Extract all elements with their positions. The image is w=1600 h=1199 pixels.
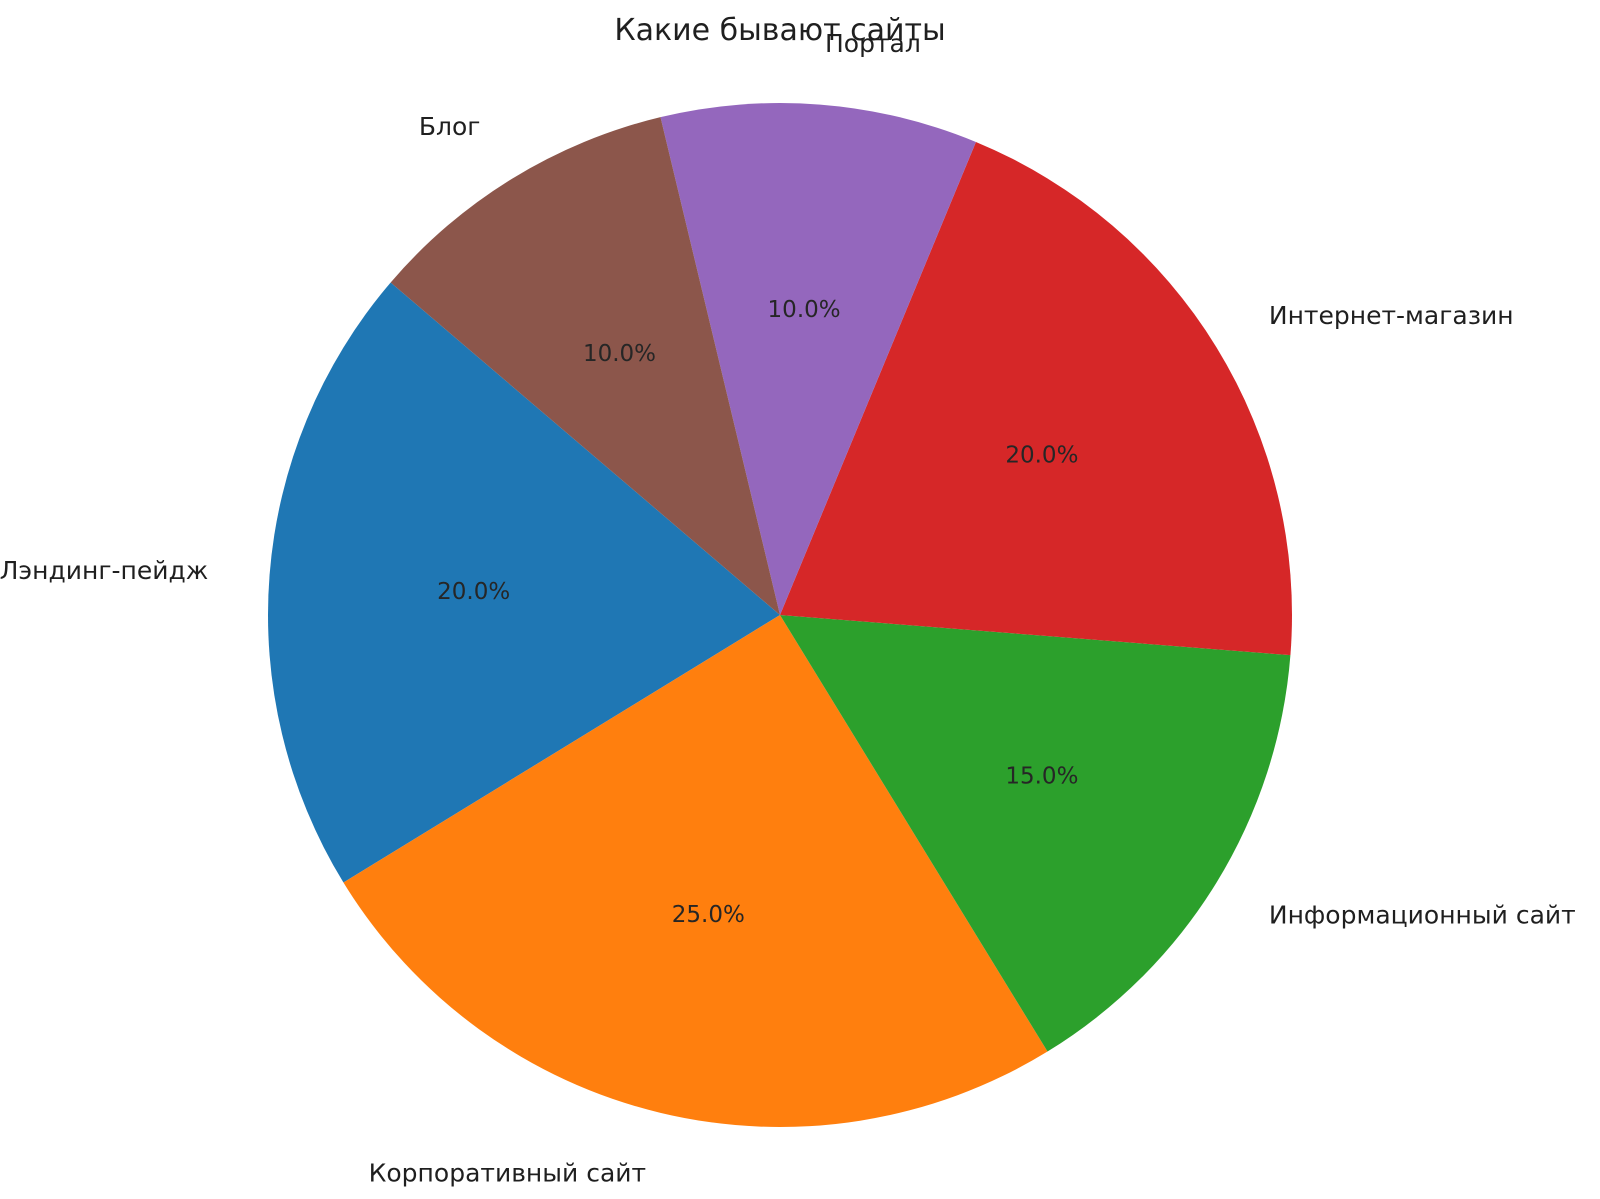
pie-slice-5 [390, 117, 780, 616]
slice-name-label-3: Интернет-магазин [1269, 301, 1514, 330]
pie-slice-0 [267, 282, 780, 883]
slice-percent-label-1: 25.0% [672, 902, 745, 928]
chart-title: Какие бывают сайты [614, 13, 945, 48]
slice-name-label-1: Корпоративный сайт [369, 1158, 646, 1187]
pie-slices-group: 20.0% Лэндинг-пейдж 25.0% Корпоративный сай… [0, 29, 1576, 1187]
slice-name-label-0: Лэндинг-пейдж [0, 556, 208, 585]
slice-percent-label-4: 10.0% [768, 297, 841, 323]
slice-name-label-5: Блог [419, 112, 481, 141]
pie-slice-1 [343, 615, 1048, 1127]
slice-percent-label-5: 10.0% [583, 341, 656, 367]
slice-percent-label-3: 20.0% [1005, 443, 1078, 469]
slice-percent-label-0: 20.0% [437, 579, 510, 605]
slice-percent-label-2: 15.0% [1005, 764, 1078, 790]
slice-name-label-2: Информационный сайт [1269, 900, 1576, 929]
pie-slice-2 [780, 615, 1291, 1052]
pie-slice-4 [660, 103, 976, 616]
pie-slice-3 [780, 141, 1292, 656]
slice-name-label-4: Портал [825, 29, 921, 58]
